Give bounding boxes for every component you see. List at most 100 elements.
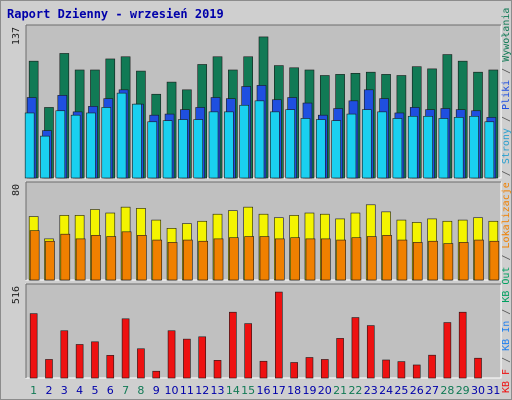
bar-bottom-KB F-day-4 [75,344,84,379]
right-legend-item: / [501,116,511,128]
bar-bottom-KB F-day-17 [275,291,283,379]
bar-middle-Lokalizacje-day-17 [275,238,285,281]
bar-middle-Lokalizacje-day-23 [366,236,377,281]
bar-bottom-KB F-day-28 [443,322,452,379]
x-tick-label: 16 [257,384,271,397]
x-tick-label: 26 [410,384,424,397]
right-legend-item: Wywołania [501,8,511,68]
bar-top-Pliki-day-9 [147,121,158,179]
bar-top-Pliki-day-18 [285,109,295,179]
bar-middle-Lokalizacje-day-11 [183,239,193,281]
bar-bottom-KB F-day-16 [259,360,268,379]
right-legend-item: KB In [501,321,511,357]
bar-middle-Lokalizacje-day-10 [167,242,178,281]
x-tick-label: 4 [76,384,83,397]
bar-top-Pliki-day-30 [469,115,479,179]
bar-bottom-KB F-day-8 [137,348,145,379]
x-tick-label: 13 [211,384,225,397]
bar-top-Pliki-day-29 [453,117,464,179]
bar-top-Pliki-day-13 [208,111,219,179]
x-tick-label: 11 [180,384,194,397]
bar-bottom-KB F-day-14 [229,311,237,379]
x-tick-label: 27 [425,384,439,397]
x-tick-label: 21 [333,384,347,397]
bar-bottom-KB F-day-1 [29,313,38,379]
x-axis-labels: 1 2 3 4 5 6 7 8 9 10 11 12 13 14 15 16 17 18 19 20 21 22 23 24 2… [30,384,500,397]
right-legend-item: KB Out [501,267,511,309]
right-legend-item: / [501,254,511,266]
bar-bottom-KB F-day-9 [152,370,161,379]
bar-bottom-KB F-day-26 [412,364,421,379]
x-tick-label: 29 [456,384,470,397]
bar-top-Pliki-day-26 [407,115,418,179]
x-tick-label: 23 [364,384,378,397]
bar-middle-Lokalizacje-day-4 [75,238,86,281]
bar-middle-Lokalizacje-day-18 [290,237,300,281]
bar-middle-Lokalizacje-day-2 [45,240,55,281]
bar-bottom-KB F-day-15 [244,323,252,379]
bar-top-Pliki-day-10 [162,120,173,179]
x-tick-label: 2 [45,384,52,397]
bar-top-Pliki-day-4 [70,114,81,179]
bar-middle-Lokalizacje-day-14 [229,237,239,281]
right-legend-item: Strony [501,128,511,170]
bar-bottom-KB F-day-6 [106,355,115,379]
bar-middle-Lokalizacje-day-29 [458,242,469,281]
x-tick-label: 25 [394,384,408,397]
bar-middle-Lokalizacje-day-6 [106,236,117,281]
bar-bottom-KB F-day-21 [336,338,344,379]
x-tick-label: 19 [302,384,316,397]
x-tick-label: 15 [241,384,255,397]
bar-bottom-KB F-day-11 [183,338,191,379]
bar-top-Pliki-day-2 [40,135,50,179]
y-max-label-middle: 80 [11,184,22,196]
panel-top: 137 [11,24,502,179]
bar-top-Pliki-day-11 [178,119,188,179]
bar-top-Pliki-day-6 [101,107,112,179]
x-tick-label: 30 [471,384,485,397]
x-tick-label: 8 [137,384,144,397]
bar-middle-Lokalizacje-day-26 [412,242,423,281]
right-legend-item: / [501,357,511,369]
right-legend: KB F / KB In / KB Out / Lokalizacje / St… [501,8,511,393]
x-tick-label: 1 [30,384,37,397]
bar-bottom-KB F-day-20 [320,359,329,379]
bar-top-Pliki-day-14 [224,111,234,179]
panel-middle: 80 [11,181,502,281]
chart-title: Raport Dzienny - wrzesień 2019 [7,7,224,21]
right-legend-item: / [501,68,511,80]
bar-top-Pliki-day-7 [116,92,127,179]
right-legend-item: / [501,170,511,182]
series-Lokalizacje [29,230,500,281]
bar-middle-Lokalizacje-day-16 [259,236,270,281]
bar-bottom-KB F-day-7 [121,318,130,379]
x-tick-label: 22 [348,384,362,397]
x-tick-label: 3 [61,384,68,397]
bar-middle-Lokalizacje-day-8 [137,235,147,281]
bar-middle-Lokalizacje-day-9 [152,239,163,281]
bar-middle-Lokalizacje-day-3 [60,233,71,281]
bar-bottom-KB F-day-25 [397,361,406,379]
bar-middle-Lokalizacje-day-7 [121,231,132,281]
bar-top-Pliki-day-31 [484,121,495,179]
bar-top-Pliki-day-22 [346,113,357,179]
bar-bottom-KB F-day-13 [213,360,222,379]
bar-top-Pliki-day-23 [361,109,372,179]
series-Pliki [24,92,495,179]
bar-top-Pliki-day-25 [392,118,403,179]
bar-top-Pliki-day-28 [438,118,449,179]
bar-top-Pliki-day-5 [86,112,96,179]
bar-top-Pliki-day-16 [254,100,265,179]
bar-top-Pliki-day-19 [300,118,311,179]
bar-middle-Lokalizacje-day-28 [443,243,454,281]
bar-middle-Lokalizacje-day-27 [428,240,438,281]
right-legend-item: / [501,309,511,321]
x-tick-label: 18 [287,384,301,397]
bar-bottom-KB F-day-22 [351,317,360,379]
bar-bottom-KB F-day-2 [45,359,53,379]
bar-middle-Lokalizacje-day-5 [91,235,101,281]
right-legend-item: Pliki [501,80,511,116]
bar-middle-Lokalizacje-day-30 [474,239,484,281]
bar-middle-Lokalizacje-day-20 [320,238,331,281]
bar-bottom-KB F-day-5 [91,341,99,379]
